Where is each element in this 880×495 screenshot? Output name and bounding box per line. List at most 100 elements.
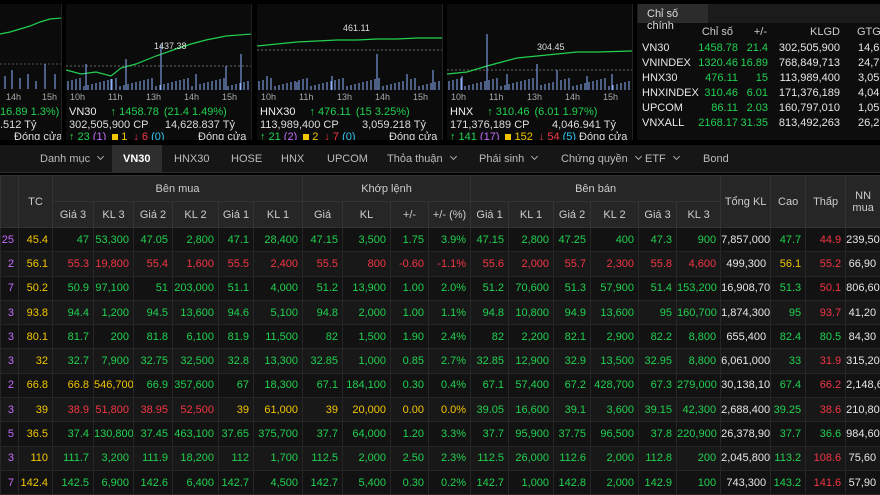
table-cell: 95 [770, 299, 807, 326]
unchanged-icon [112, 134, 119, 140]
tab[interactable]: VN30 [112, 145, 162, 173]
table-cell: 18,200 [172, 445, 219, 471]
table-row[interactable]: 3 39 38.9 51,800 38.95 52,500 39 61,000 39 20,000… [0, 397, 880, 423]
tab[interactable]: ETF [645, 145, 680, 173]
panel-tab[interactable]: Chỉ số chính [638, 4, 708, 32]
table-cell: 45.4 [18, 226, 53, 253]
table-row[interactable]: 25 45.4 47 53,300 47.05 2,800 47.1 28,400 47.15 3… [0, 226, 880, 253]
table-row[interactable]: 2 66.8 66.8 546,700 66.9 357,600 67 18,300 67.1 1… [0, 372, 880, 399]
table-cell: 28,400 [252, 226, 304, 253]
table-cell: 142.7 [218, 469, 254, 495]
table-cell: 57,900 [590, 275, 640, 301]
tab[interactable]: HOSE [231, 145, 262, 173]
table-row[interactable]: 3 93.8 94.4 1,200 94.5 13,600 94.6 5,100 94.8 2,0… [0, 299, 880, 326]
index-row: VN30 ↑ 1458.78 (21.4 1.49%) [69, 106, 227, 118]
time-label: 10h [70, 92, 86, 102]
table-cell: 3 [0, 445, 19, 471]
mini-chart [257, 37, 442, 90]
tab-label: HOSE [231, 153, 263, 165]
table-cell: 203,000 [172, 275, 219, 301]
index-cell: 14,62 [858, 42, 880, 54]
index-cell: 86.11 [711, 102, 738, 114]
table-cell: 32.85 [470, 348, 510, 374]
index-name: VN30 [642, 42, 670, 54]
mini-chart [66, 33, 251, 90]
table-cell: 984,60 [845, 421, 880, 447]
table-row[interactable]: 3 80.1 81.7 200 81.8 6,100 81.9 11,500 82 1,500 1.… [0, 324, 880, 350]
table-cell: 67.4 [770, 372, 807, 399]
table-cell: 2,000 [342, 299, 392, 326]
tab-label: UPCOM [327, 153, 368, 165]
table-cell: 3 [0, 348, 19, 374]
index-cell: 16.89 [740, 57, 768, 69]
index-volume: 302,505,900 CP [69, 119, 149, 131]
unchanged-icon [303, 134, 310, 140]
tab[interactable]: Bond [703, 145, 729, 173]
index-cell: 1,05 [858, 102, 880, 114]
table-cell: 2,000 [590, 445, 640, 471]
index-row: 113,989,400 CP 3,059.218 Tỷ [260, 119, 440, 131]
tab[interactable]: Thỏa thuận [387, 145, 457, 173]
index-cell: 768,849,713 [778, 57, 840, 69]
table-cell: 142.6 [133, 469, 173, 495]
table-row[interactable]: 7 142.4 142.5 6,900 142.6 6,400 142.7 4,500 142.… [0, 469, 880, 495]
index-volume: 113,989,400 CP [260, 119, 339, 131]
tab[interactable]: HNX [281, 145, 304, 173]
table-cell: 11,500 [252, 324, 304, 350]
index-cell: 2168.17 [698, 117, 738, 129]
tab[interactable]: Danh mục [40, 145, 105, 173]
tab-label: Phái sinh [479, 153, 525, 165]
header-cell: KL 1 [508, 201, 555, 228]
header-group: Bên bán [470, 175, 722, 202]
tab-label: HNX [281, 153, 305, 165]
index-name: UPCOM [642, 102, 683, 114]
floor-count: (0) [342, 131, 356, 140]
mini-chart [447, 34, 632, 90]
table-cell: 499,300 [720, 251, 772, 277]
tab[interactable]: Phái sinh [479, 145, 539, 173]
table-cell: 0.85 [390, 348, 430, 374]
tab[interactable]: HNX30 [174, 145, 209, 173]
tab[interactable]: Chứng quyền [561, 145, 642, 173]
table-row[interactable]: 5 36.5 37.4 130,800 37.45 463,100 37.65 375,700… [0, 421, 880, 447]
table-row[interactable]: 3 110 111.7 3,200 111.9 18,200 112 1,700 112.5 2,… [0, 445, 880, 471]
price-board: TC Bên mua Khớp lệnh Bên bán Tổng KL Cao… [0, 175, 880, 495]
table-cell: 3,200 [93, 445, 134, 471]
unchanged-count: 2 [312, 131, 319, 140]
table-cell: 3,600 [590, 397, 640, 423]
header-cell: +/- [390, 201, 430, 228]
index-cell: 310.46 [704, 87, 738, 99]
table-cell: 13,300 [252, 348, 304, 374]
table-cell: 200 [676, 445, 722, 471]
table-cell: 39 [18, 397, 53, 423]
table-cell: 3.3% [428, 421, 472, 447]
table-row[interactable]: 3 32 32.7 7,900 32.75 32,500 32.8 13,300 32.85 1,… [0, 348, 880, 374]
table-cell: 47.25 [553, 226, 592, 253]
table-cell: 112.5 [470, 445, 510, 471]
table-cell: 4,000 [252, 275, 304, 301]
index-card: 304.45 10h 11h 13h 14h 15h HNX ↑ 310.46 (6.01 1.… [447, 4, 633, 140]
table-cell: 0.00 [390, 397, 430, 423]
table-cell: 51,800 [93, 397, 134, 423]
header-cell: KL 2 [590, 201, 640, 228]
table-cell: 13,900 [342, 275, 392, 301]
table-cell: 32.75 [133, 348, 173, 374]
table-cell: 38.6 [805, 397, 847, 423]
table-cell: 84,30 [845, 324, 880, 350]
tab[interactable]: UPCOM [327, 145, 368, 173]
table-cell: 2.3% [428, 445, 472, 471]
chart-label: 1437.38 [154, 41, 187, 51]
header-cell: KL 2 [172, 201, 219, 228]
table-cell: 56.1 [770, 251, 807, 277]
table-row[interactable]: 2 56.1 55.3 19,800 55.4 1,600 55.5 2,400 55.5 800… [0, 251, 880, 277]
advancers: ↑ 23 [69, 131, 90, 140]
time-label: 13h [146, 92, 162, 102]
table-cell: 0.0% [428, 397, 472, 423]
header-cell: +/- (%) [428, 201, 472, 228]
table-cell: 0.30 [390, 372, 430, 399]
table-row[interactable]: 7 50.2 50.9 97,100 51 203,000 51.1 4,000 51.2 13,… [0, 275, 880, 301]
unchanged-count: 152 [514, 131, 533, 140]
table-cell: 2,800 [172, 226, 219, 253]
table-cell: 33 [770, 348, 807, 374]
table-cell: 2.4% [428, 324, 472, 350]
